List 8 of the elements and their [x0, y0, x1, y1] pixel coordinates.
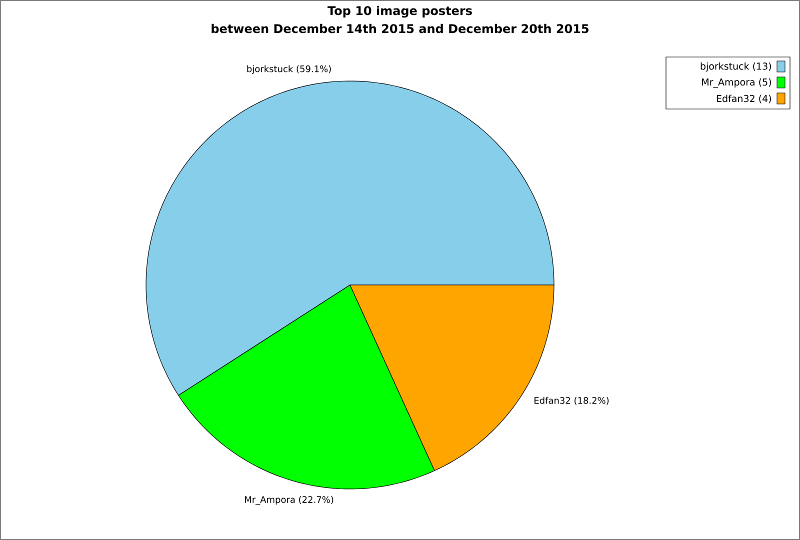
data-label: bjorkstuck (59.1%)	[247, 65, 331, 74]
data-label: Edfan32 (18.2%)	[534, 396, 609, 405]
legend-label: Edfan32 (4)	[716, 94, 771, 104]
chart-title: Top 10 image posters	[328, 6, 472, 18]
data-label: Mr_Ampora (22.7%)	[245, 496, 334, 505]
legend-label: bjorkstuck (13)	[700, 62, 771, 72]
chart-subtitle: between December 14th 2015 and December 20th 2015	[212, 24, 588, 34]
legend-label: Mr_Ampora (5)	[702, 78, 771, 88]
